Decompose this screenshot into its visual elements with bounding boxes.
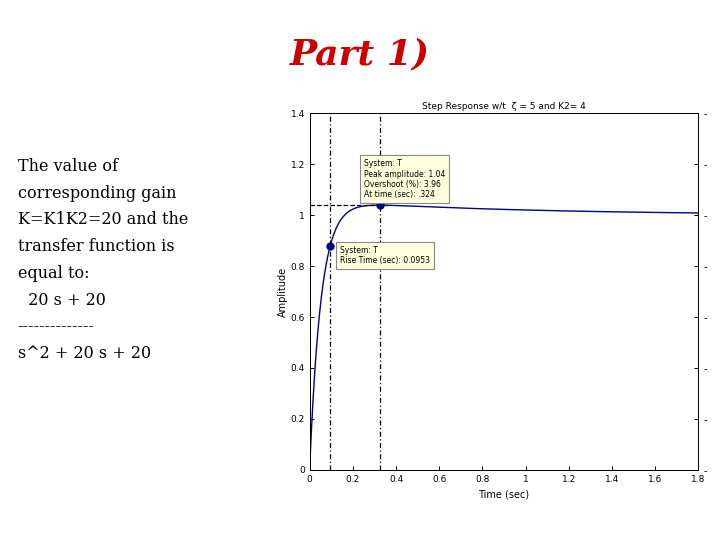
Text: Part 1): Part 1)	[290, 38, 430, 72]
Y-axis label: Amplitude: Amplitude	[278, 267, 287, 316]
X-axis label: Time (sec): Time (sec)	[478, 489, 530, 499]
Text: System: T
Rise Time (sec): 0.0953: System: T Rise Time (sec): 0.0953	[340, 246, 430, 265]
Title: Step Response w/t  ζ = 5 and K2= 4: Step Response w/t ζ = 5 and K2= 4	[422, 102, 586, 111]
Text: The value of
corresponding gain
K=K1K2=20 and the
transfer function is
equal to:: The value of corresponding gain K=K1K2=2…	[17, 158, 188, 362]
Text: System: T
Peak amplitude: 1.04
Overshoot (%): 3.96
At time (sec): .324: System: T Peak amplitude: 1.04 Overshoot…	[364, 159, 445, 199]
